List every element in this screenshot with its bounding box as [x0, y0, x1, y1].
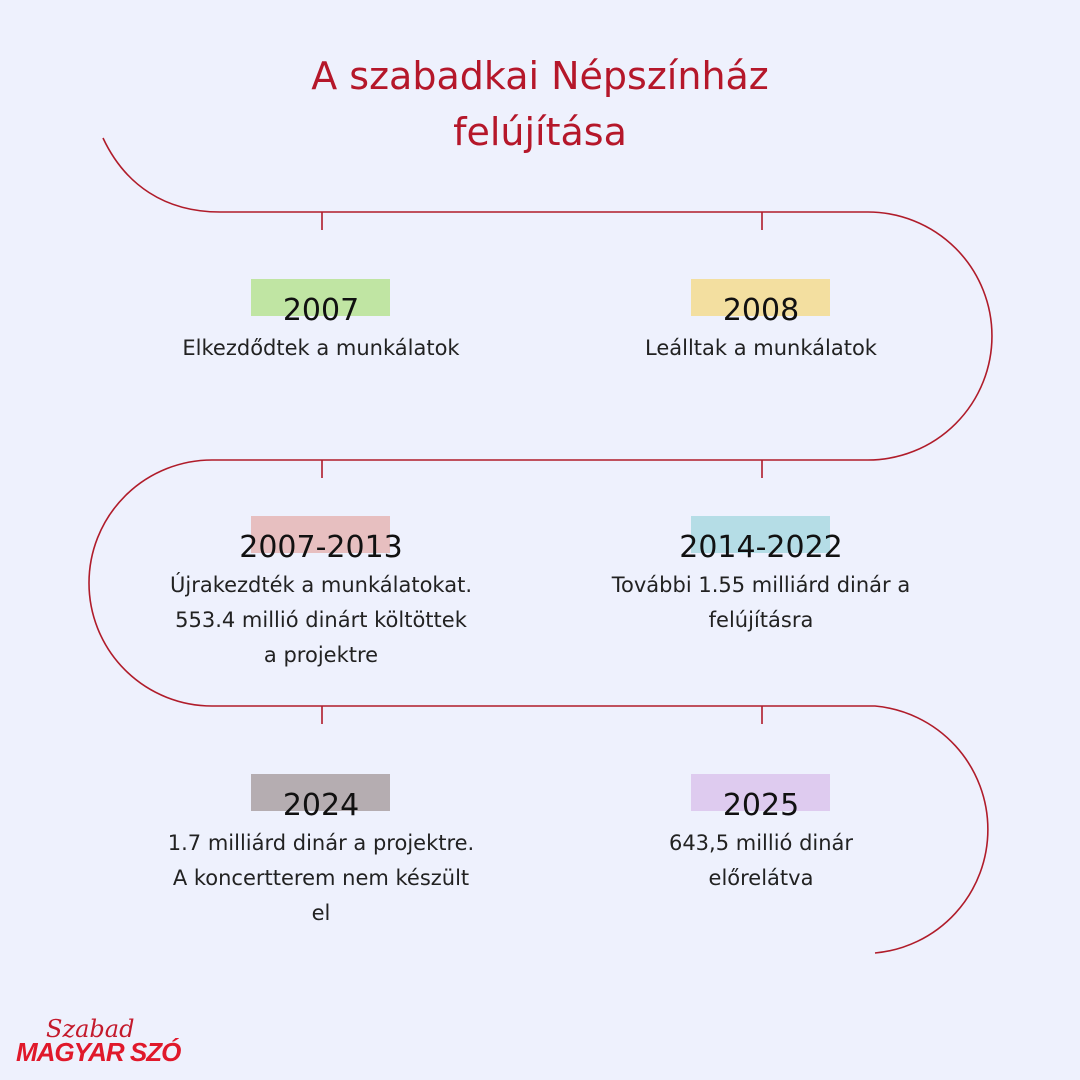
year-tag — [251, 774, 390, 811]
year-label: 2007 — [282, 293, 360, 328]
year-label: 2008 — [722, 293, 800, 328]
event-description: További 1.55 milliárd dinár a felújításra — [611, 573, 911, 632]
title-line-1: A szabadkai Népszínház — [311, 54, 769, 98]
year-label: 2025 — [722, 788, 800, 823]
year-label: 2014-2022 — [679, 530, 843, 565]
year-tag — [251, 516, 390, 553]
event-description: Újrakezdték a munkálatokat. 553.4 millió … — [169, 573, 473, 667]
magyar-szo-logo: Szabad MAGYAR SZÓ — [16, 1015, 196, 1070]
timeline-item: 2008 Leálltak a munkálatok — [571, 279, 951, 366]
year-tag — [691, 279, 830, 316]
event-description: Leálltak a munkálatok — [645, 336, 877, 360]
timeline-item: 2007 Elkezdődtek a munkálatok — [131, 279, 511, 366]
timeline-item: 2014-2022 További 1.55 milliárd dinár a fe… — [571, 516, 951, 638]
year-label: 2007-2013 — [239, 530, 403, 565]
year-label: 2024 — [282, 788, 360, 823]
timeline-item: 2025 643,5 millió dinár előrelátva — [571, 774, 951, 896]
year-tag — [251, 279, 390, 316]
year-tag — [691, 516, 830, 553]
timeline-item: 2007-2013 Újrakezdték a munkálatokat. 553.… — [131, 516, 511, 673]
title-line-2: felújítása — [453, 110, 627, 154]
event-description: 1.7 milliárd dinár a projektre. A koncert… — [167, 831, 475, 925]
logo-script: Szabad — [46, 1015, 135, 1043]
event-description: 643,5 millió dinár előrelátva — [668, 831, 854, 890]
event-description: Elkezdődtek a munkálatok — [182, 336, 460, 360]
page-title: A szabadkai Népszínház felújítása — [0, 48, 1080, 160]
logo-main: MAGYAR SZÓ — [16, 1037, 181, 1067]
year-tag — [691, 774, 830, 811]
timeline-item: 2024 1.7 milliárd dinár a projektre. A kon… — [131, 774, 511, 931]
